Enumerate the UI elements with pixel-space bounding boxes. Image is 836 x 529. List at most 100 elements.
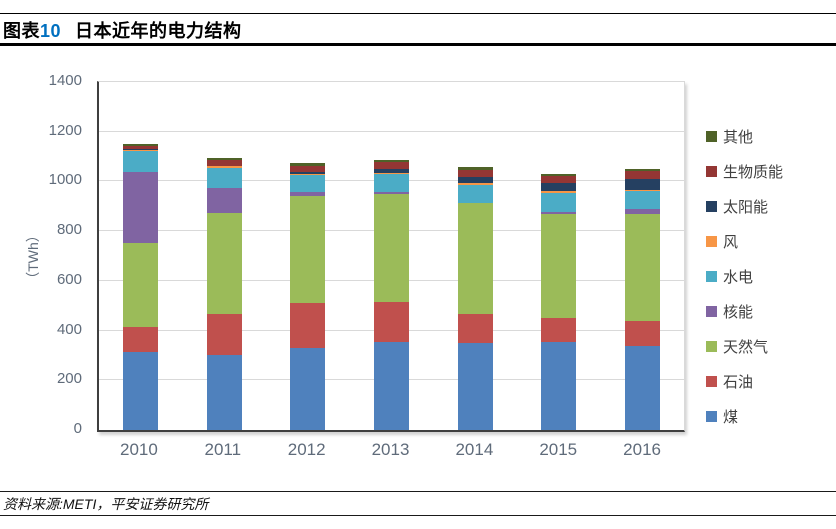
bars-row	[99, 82, 684, 430]
footer-rule-top	[0, 491, 836, 492]
legend-label-hydro: 水电	[723, 268, 754, 286]
bar-segment-nuclear-2013	[374, 191, 410, 194]
y-axis-tick-labels: 0 200 400 600 800 1000 1200 1400	[34, 72, 88, 437]
bar-segment-other-2015	[541, 173, 577, 176]
x-tick-2014: 2014	[455, 440, 494, 459]
bar-segment-other-2010	[123, 143, 159, 146]
bar-segment-wind-2015	[541, 191, 577, 193]
figure-tag-number: 10	[40, 21, 62, 41]
footer-rule-bottom	[0, 515, 836, 516]
x-tick-2010: 2010	[120, 440, 158, 459]
bar-segment-nuclear-2012	[290, 192, 326, 197]
bar-segment-other-2013	[374, 159, 410, 163]
bar-segment-coal-2010	[123, 351, 159, 430]
bar-segment-solar-2013	[374, 169, 410, 173]
y-tick-800: 800	[56, 221, 82, 239]
bar-cell-2010	[99, 82, 183, 430]
source-note: 资料来源:METI，平安证券研究所	[3, 496, 209, 512]
y-tick-200: 200	[56, 370, 82, 388]
gridline-1200	[99, 130, 684, 132]
x-tick-2011: 2011	[204, 440, 242, 459]
bar-segment-hydro-2015	[541, 192, 577, 212]
bar-segment-natural-gas-2013	[374, 193, 410, 302]
legend-item-other: 其他	[706, 128, 783, 146]
bar-segment-oil-2010	[123, 326, 159, 352]
legend-label-solar: 太阳能	[723, 198, 769, 216]
bar-segment-other-2016	[624, 169, 660, 172]
legend-swatch-coal	[706, 410, 717, 422]
legend-label-natural-gas: 天然气	[723, 338, 769, 356]
bar-segment-coal-2016	[624, 345, 660, 430]
bar-segment-coal-2012	[290, 347, 326, 430]
bar-segment-other-2012	[290, 163, 326, 166]
stacked-bar-2011	[206, 157, 242, 430]
bar-segment-nuclear-2011	[206, 187, 242, 214]
x-tick-2013: 2013	[371, 440, 410, 459]
legend-label-coal: 煤	[723, 408, 739, 426]
x-tick-2016: 2016	[623, 440, 661, 459]
chart-legend: 其他生物质能太阳能风水电核能天然气石油煤	[706, 128, 783, 443]
legend-item-coal: 煤	[706, 408, 783, 426]
bar-segment-biomass-2010	[123, 145, 159, 150]
bar-segment-biomass-2011	[206, 160, 242, 166]
bar-cell-2013	[350, 82, 434, 430]
bar-segment-natural-gas-2016	[624, 213, 660, 322]
bar-segment-wind-2011	[206, 166, 242, 168]
y-tick-1400: 1400	[48, 72, 82, 89]
bar-segment-hydro-2014	[457, 184, 493, 203]
legend-item-oil: 石油	[706, 373, 783, 391]
figure-tag: 图表10	[3, 21, 61, 41]
figure-header: 图表10 日本近年的电力结构	[3, 17, 242, 43]
legend-swatch-solar	[706, 200, 717, 212]
bar-segment-oil-2014	[457, 314, 493, 343]
stacked-bar-2015	[541, 173, 577, 430]
legend-label-other: 其他	[723, 128, 754, 146]
legend-swatch-other	[706, 130, 717, 142]
bar-segment-biomass-2015	[541, 175, 577, 183]
bar-segment-other-2014	[457, 167, 493, 170]
bar-segment-biomass-2016	[624, 171, 660, 179]
bar-cell-2014	[433, 82, 517, 430]
figure-tag-prefix: 图表	[3, 21, 40, 41]
bar-segment-hydro-2013	[374, 174, 410, 192]
legend-swatch-hydro	[706, 270, 717, 282]
stacked-bar-2016	[624, 169, 660, 430]
bar-segment-coal-2015	[541, 341, 577, 430]
y-tick-1000: 1000	[48, 171, 82, 189]
legend-swatch-nuclear	[706, 305, 717, 317]
bar-segment-solar-2014	[457, 177, 493, 184]
legend-item-hydro: 水电	[706, 268, 783, 286]
y-tick-400: 400	[56, 320, 82, 338]
top-rule	[0, 13, 836, 14]
bar-segment-natural-gas-2012	[290, 196, 326, 304]
bar-segment-hydro-2012	[290, 175, 326, 193]
bar-segment-oil-2015	[541, 318, 577, 342]
y-tick-0: 0	[73, 420, 82, 437]
stacked-bar-2014	[457, 167, 493, 430]
y-tick-1200: 1200	[48, 121, 82, 139]
bar-segment-solar-2015	[541, 182, 577, 192]
bar-segment-solar-2012	[290, 171, 326, 174]
bar-segment-coal-2014	[457, 343, 493, 430]
bar-cell-2016	[600, 82, 684, 430]
title-rule	[0, 43, 836, 46]
legend-label-wind: 风	[723, 233, 739, 251]
legend-item-biomass: 生物质能	[706, 163, 783, 181]
bar-segment-biomass-2013	[374, 162, 410, 170]
bar-segment-biomass-2012	[290, 165, 326, 172]
bar-segment-wind-2012	[290, 173, 326, 176]
bar-cell-2011	[183, 82, 267, 430]
legend-label-oil: 石油	[723, 373, 754, 391]
legend-item-solar: 太阳能	[706, 198, 783, 216]
bar-segment-nuclear-2010	[123, 171, 159, 244]
bar-segment-wind-2014	[457, 183, 493, 185]
bar-segment-solar-2016	[624, 178, 660, 190]
legend-label-nuclear: 核能	[723, 303, 754, 321]
bar-segment-oil-2016	[624, 321, 660, 346]
plot-area	[97, 81, 685, 432]
bar-segment-biomass-2014	[457, 169, 493, 177]
bar-segment-other-2011	[206, 157, 242, 161]
x-axis-tick-labels: 2010 2011 2012 2013 2014 2015 2016	[97, 440, 684, 460]
bar-segment-coal-2011	[206, 355, 242, 430]
legend-swatch-natural-gas	[706, 340, 717, 352]
